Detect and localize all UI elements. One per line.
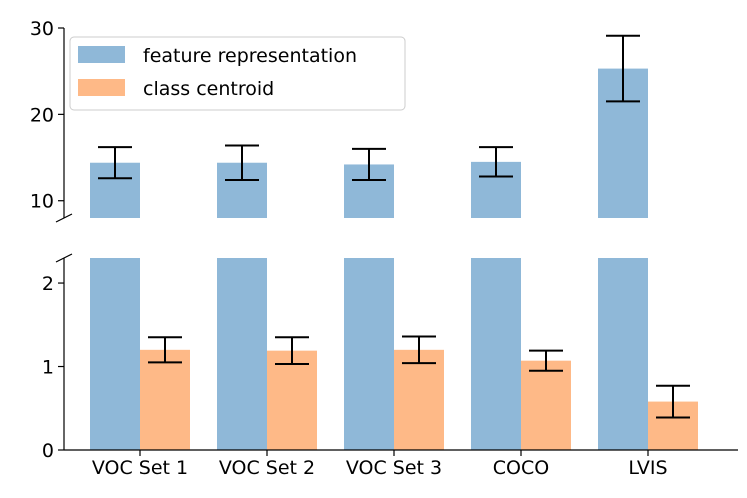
- legend-label-feature: feature representation: [143, 45, 357, 67]
- x-tick-label: LVIS: [628, 457, 667, 479]
- bar-lower-centroid-2: [394, 349, 444, 450]
- axis-break-mark-upper: [55, 213, 73, 223]
- bar-lower-feature-4: [598, 258, 648, 450]
- upper-y-tick-label: 10: [30, 191, 54, 213]
- error-bar-centroid-2: [402, 335, 436, 365]
- bar-lower-feature-0: [90, 258, 140, 450]
- x-tick-label: VOC Set 2: [219, 457, 315, 479]
- legend-frame: [69, 36, 406, 111]
- upper-y-tick-label: 20: [30, 104, 54, 126]
- error-bar-feature-3: [479, 146, 513, 178]
- error-bar-centroid-4: [656, 384, 690, 419]
- bar-lower-feature-3: [471, 258, 521, 450]
- x-tick-label: VOC Set 1: [92, 457, 188, 479]
- x-tick-label: VOC Set 3: [346, 457, 442, 479]
- upper-y-tick-label: 30: [30, 18, 54, 40]
- lower-y-tick-label: 2: [42, 273, 54, 295]
- bar-lower-centroid-3: [521, 360, 571, 450]
- bar-lower-centroid-0: [140, 349, 190, 450]
- lower-y-tick-label: 1: [42, 357, 54, 379]
- error-bar-feature-1: [225, 144, 259, 181]
- legend-label-centroid: class centroid: [143, 78, 274, 100]
- legend: feature representation class centroid: [69, 36, 406, 111]
- error-bar-feature-2: [352, 147, 386, 181]
- lower-y-tick-label: 0: [42, 440, 54, 462]
- error-bar-centroid-0: [148, 336, 182, 364]
- legend-swatch-feature: [78, 46, 125, 63]
- error-bar-centroid-3: [529, 349, 563, 372]
- x-tick-label: COCO: [493, 457, 549, 479]
- bar-lower-centroid-1: [267, 350, 317, 450]
- error-bar-feature-4: [606, 34, 640, 103]
- lower-panel: VOC Set 1 VOC Set 2 VOC Set 3 COCO LVIS 0 1 2: [42, 253, 738, 479]
- axis-break-mark-lower: [55, 253, 73, 263]
- legend-swatch-centroid: [78, 79, 125, 96]
- upper-panel: 10 20 30: [30, 18, 648, 223]
- error-bar-centroid-1: [275, 336, 309, 366]
- error-bar-feature-0: [98, 146, 132, 180]
- bar-lower-feature-2: [344, 258, 394, 450]
- bar-lower-feature-1: [217, 258, 267, 450]
